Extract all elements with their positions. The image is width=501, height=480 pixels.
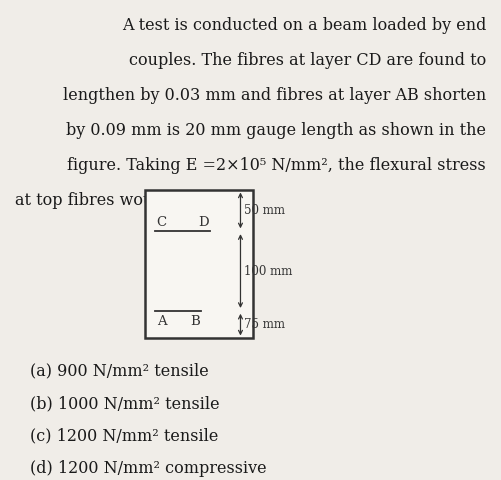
Text: figure. Taking E =2×10⁵ N/mm², the flexural stress: figure. Taking E =2×10⁵ N/mm², the flexu… (67, 157, 486, 174)
Text: A: A (157, 315, 166, 328)
Text: B: B (190, 315, 200, 328)
Text: 50 mm: 50 mm (244, 204, 286, 217)
Text: by 0.09 mm is 20 mm gauge length as shown in the: by 0.09 mm is 20 mm gauge length as show… (66, 122, 486, 139)
Text: 75 mm: 75 mm (244, 318, 286, 331)
Text: A test is conducted on a beam loaded by end: A test is conducted on a beam loaded by … (122, 17, 486, 34)
Text: (d) 1200 N/mm² compressive: (d) 1200 N/mm² compressive (30, 460, 267, 477)
Text: D: D (198, 216, 208, 229)
Text: (c) 1200 N/mm² tensile: (c) 1200 N/mm² tensile (30, 428, 218, 444)
Text: at top fibres would be: at top fibres would be (15, 192, 194, 209)
Text: 100 mm: 100 mm (244, 264, 293, 277)
Bar (145, 190, 253, 338)
Text: couples. The fibres at layer CD are found to: couples. The fibres at layer CD are foun… (129, 52, 486, 69)
Text: C: C (156, 216, 166, 229)
Text: lengthen by 0.03 mm and fibres at layer AB shorten: lengthen by 0.03 mm and fibres at layer … (63, 87, 486, 104)
Text: (a) 900 N/mm² tensile: (a) 900 N/mm² tensile (30, 362, 209, 379)
Text: (b) 1000 N/mm² tensile: (b) 1000 N/mm² tensile (30, 395, 219, 412)
